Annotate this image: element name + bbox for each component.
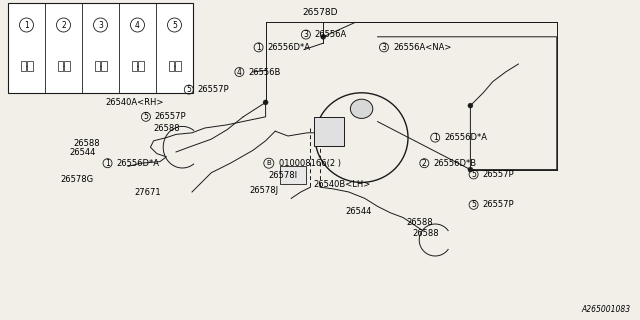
Text: B: B (266, 160, 271, 166)
Text: 26578G: 26578G (61, 175, 94, 184)
Text: 26557P: 26557P (483, 200, 514, 209)
Ellipse shape (351, 99, 372, 118)
Text: 1: 1 (433, 133, 438, 142)
Text: 5: 5 (172, 20, 177, 29)
Bar (27, 61, 33, 71)
Text: 5: 5 (186, 85, 191, 94)
Text: A265001083: A265001083 (581, 305, 630, 314)
Bar (64, 61, 70, 71)
Text: 5: 5 (471, 200, 476, 209)
Circle shape (468, 167, 473, 172)
Text: 26556D*B: 26556D*B (433, 159, 476, 168)
Text: 26588: 26588 (406, 218, 433, 227)
Text: 4: 4 (135, 20, 140, 29)
Text: 26540A<RH>: 26540A<RH> (106, 98, 164, 107)
Bar (314, 117, 344, 146)
Text: 26544: 26544 (346, 207, 372, 216)
Text: 26578J: 26578J (250, 186, 279, 195)
Text: 26556D*A: 26556D*A (116, 159, 159, 168)
Bar (280, 166, 306, 184)
Text: 26556D*A: 26556D*A (268, 43, 310, 52)
Bar (175, 61, 180, 71)
Bar (131, 61, 137, 71)
Text: 5: 5 (471, 170, 476, 179)
Bar (168, 61, 174, 71)
Text: 5: 5 (143, 112, 148, 121)
Text: 3: 3 (98, 20, 103, 29)
Text: 26556D*A: 26556D*A (444, 133, 487, 142)
Bar (101, 61, 106, 71)
Text: 4: 4 (237, 68, 242, 76)
Circle shape (263, 100, 268, 105)
Text: 26588: 26588 (74, 139, 100, 148)
Text: 26557P: 26557P (198, 85, 229, 94)
Text: 26578I: 26578I (269, 171, 298, 180)
Bar (20, 61, 26, 71)
Text: 26556B: 26556B (248, 68, 281, 76)
Text: 2: 2 (422, 159, 427, 168)
Text: 1: 1 (105, 159, 110, 168)
Text: 26588: 26588 (154, 124, 180, 132)
Circle shape (321, 34, 326, 39)
Bar (138, 61, 143, 71)
Text: 2: 2 (61, 20, 66, 29)
Bar (95, 61, 100, 71)
Text: 3: 3 (381, 43, 387, 52)
Text: 1: 1 (24, 20, 29, 29)
Text: 3: 3 (303, 30, 308, 39)
Text: 26557P: 26557P (483, 170, 514, 179)
Text: 010008166(2 ): 010008166(2 ) (279, 159, 341, 168)
Text: 26544: 26544 (69, 148, 95, 156)
Text: 26556A: 26556A (315, 30, 347, 39)
Text: 26588: 26588 (413, 229, 440, 238)
Text: 27671: 27671 (134, 188, 161, 196)
Text: 26578D: 26578D (302, 8, 338, 17)
Text: 1: 1 (256, 43, 261, 52)
Text: 26557P: 26557P (155, 112, 186, 121)
Bar (58, 61, 63, 71)
Bar (8, 3, 193, 93)
Text: 26556A<NA>: 26556A<NA> (393, 43, 451, 52)
Circle shape (468, 103, 473, 108)
Text: 26540B<LH>: 26540B<LH> (314, 180, 371, 188)
